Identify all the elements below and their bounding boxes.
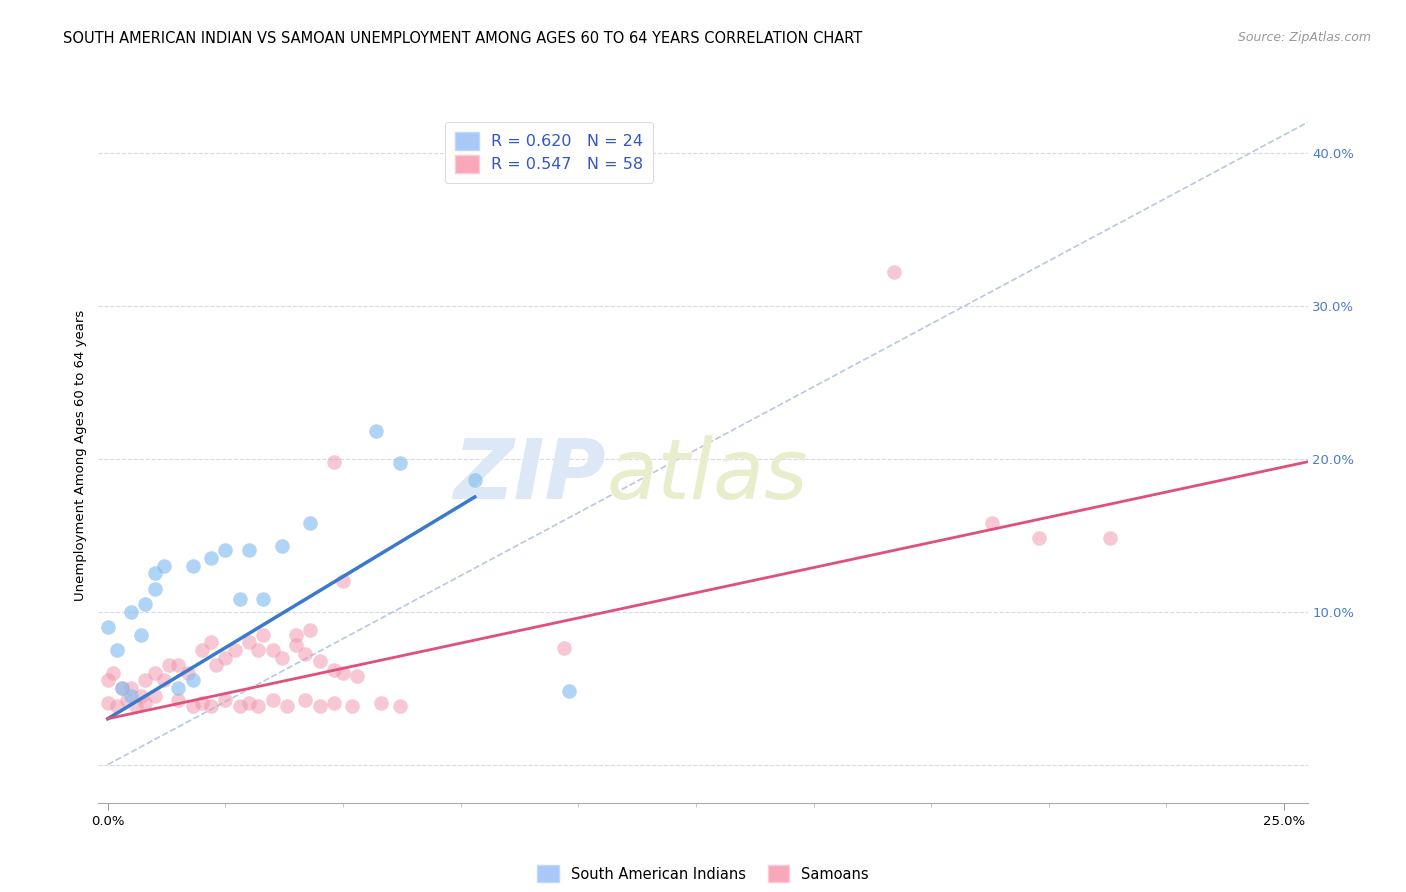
Point: [271, 539, 294, 553]
Point: [120, 689, 142, 703]
Point: [276, 699, 298, 714]
Point: [364, 424, 387, 438]
Point: [285, 627, 308, 641]
Point: [214, 693, 236, 707]
Point: [105, 643, 128, 657]
Point: [143, 689, 166, 703]
Point: [134, 597, 156, 611]
Point: [388, 699, 411, 714]
Point: [299, 516, 322, 530]
Point: [388, 456, 411, 470]
Point: [181, 558, 204, 573]
Point: [285, 638, 308, 652]
Point: [342, 699, 364, 714]
Point: [97, 620, 120, 634]
Point: [200, 699, 222, 714]
Point: [228, 699, 250, 714]
Point: [322, 663, 344, 677]
Point: [262, 693, 284, 707]
Point: [167, 658, 190, 673]
Point: [134, 697, 156, 711]
Point: [262, 643, 284, 657]
Point: [191, 697, 214, 711]
Point: [308, 699, 330, 714]
Point: [271, 650, 294, 665]
Point: [143, 665, 166, 680]
Point: [111, 681, 134, 695]
Point: [247, 699, 270, 714]
Point: [120, 681, 142, 695]
Point: [299, 623, 322, 637]
Point: [181, 673, 204, 688]
Point: [238, 543, 260, 558]
Point: [157, 658, 180, 673]
Point: [247, 643, 270, 657]
Point: [177, 665, 200, 680]
Point: [167, 693, 190, 707]
Point: [205, 658, 228, 673]
Point: [294, 693, 316, 707]
Point: [294, 648, 316, 662]
Point: [464, 473, 486, 487]
Point: [167, 681, 190, 695]
Point: [129, 689, 152, 703]
Point: [214, 650, 236, 665]
Point: [224, 643, 246, 657]
Point: [238, 697, 260, 711]
Point: [214, 543, 236, 558]
Point: [97, 697, 120, 711]
Point: [101, 665, 124, 680]
Text: Source: ZipAtlas.com: Source: ZipAtlas.com: [1237, 31, 1371, 45]
Legend: South American Indians, Samoans: South American Indians, Samoans: [530, 858, 876, 889]
Point: [105, 699, 128, 714]
Point: [143, 582, 166, 596]
Point: [252, 592, 274, 607]
Point: [322, 697, 344, 711]
Point: [200, 635, 222, 649]
Point: [1028, 531, 1050, 545]
Point: [143, 566, 166, 581]
Point: [981, 516, 1004, 530]
Point: [191, 643, 214, 657]
Point: [252, 627, 274, 641]
Point: [97, 673, 120, 688]
Point: [332, 574, 354, 588]
Point: [332, 665, 354, 680]
Point: [111, 681, 134, 695]
Point: [153, 673, 176, 688]
Point: [125, 699, 148, 714]
Point: [115, 693, 138, 707]
Point: [120, 605, 142, 619]
Point: [370, 697, 392, 711]
Point: [228, 592, 250, 607]
Text: ZIP: ZIP: [454, 435, 606, 516]
Point: [308, 654, 330, 668]
Text: atlas: atlas: [606, 435, 808, 516]
Point: [238, 635, 260, 649]
Point: [322, 455, 344, 469]
Point: [558, 684, 581, 698]
Point: [883, 265, 905, 279]
Point: [134, 673, 156, 688]
Point: [129, 627, 152, 641]
Point: [200, 551, 222, 566]
Y-axis label: Unemployment Among Ages 60 to 64 years: Unemployment Among Ages 60 to 64 years: [75, 310, 87, 600]
Point: [153, 558, 176, 573]
Point: [346, 669, 368, 683]
Point: [181, 699, 204, 714]
Point: [1098, 531, 1121, 545]
Point: [553, 641, 575, 656]
Text: SOUTH AMERICAN INDIAN VS SAMOAN UNEMPLOYMENT AMONG AGES 60 TO 64 YEARS CORRELATI: SOUTH AMERICAN INDIAN VS SAMOAN UNEMPLOY…: [63, 31, 862, 46]
